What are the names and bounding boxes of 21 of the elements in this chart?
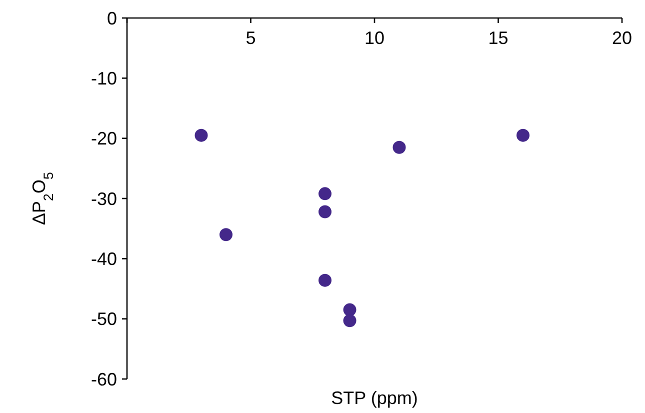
point (194, 128, 208, 142)
y-tick-label: 0 (106, 8, 117, 28)
point (318, 274, 332, 287)
x-axis-title: STP (ppm) (331, 388, 418, 408)
point (220, 228, 232, 242)
point (392, 140, 406, 154)
y-tick-label: -30 (90, 188, 117, 209)
x-tick-label: 5 (246, 28, 256, 48)
point (343, 314, 356, 328)
point (318, 187, 332, 200)
x-tick-label: 10 (364, 28, 385, 48)
point (343, 303, 356, 316)
x-tick-label: 15 (488, 28, 508, 48)
x-tick-label: 20 (612, 28, 632, 48)
point (516, 128, 530, 142)
point (318, 205, 332, 218)
y-tick-label: -60 (90, 369, 117, 390)
y-tick-label: -50 (90, 309, 117, 330)
y-tick-label: -20 (90, 128, 117, 149)
y-tick-label: -10 (90, 68, 117, 88)
y-tick-label: -40 (90, 248, 117, 269)
